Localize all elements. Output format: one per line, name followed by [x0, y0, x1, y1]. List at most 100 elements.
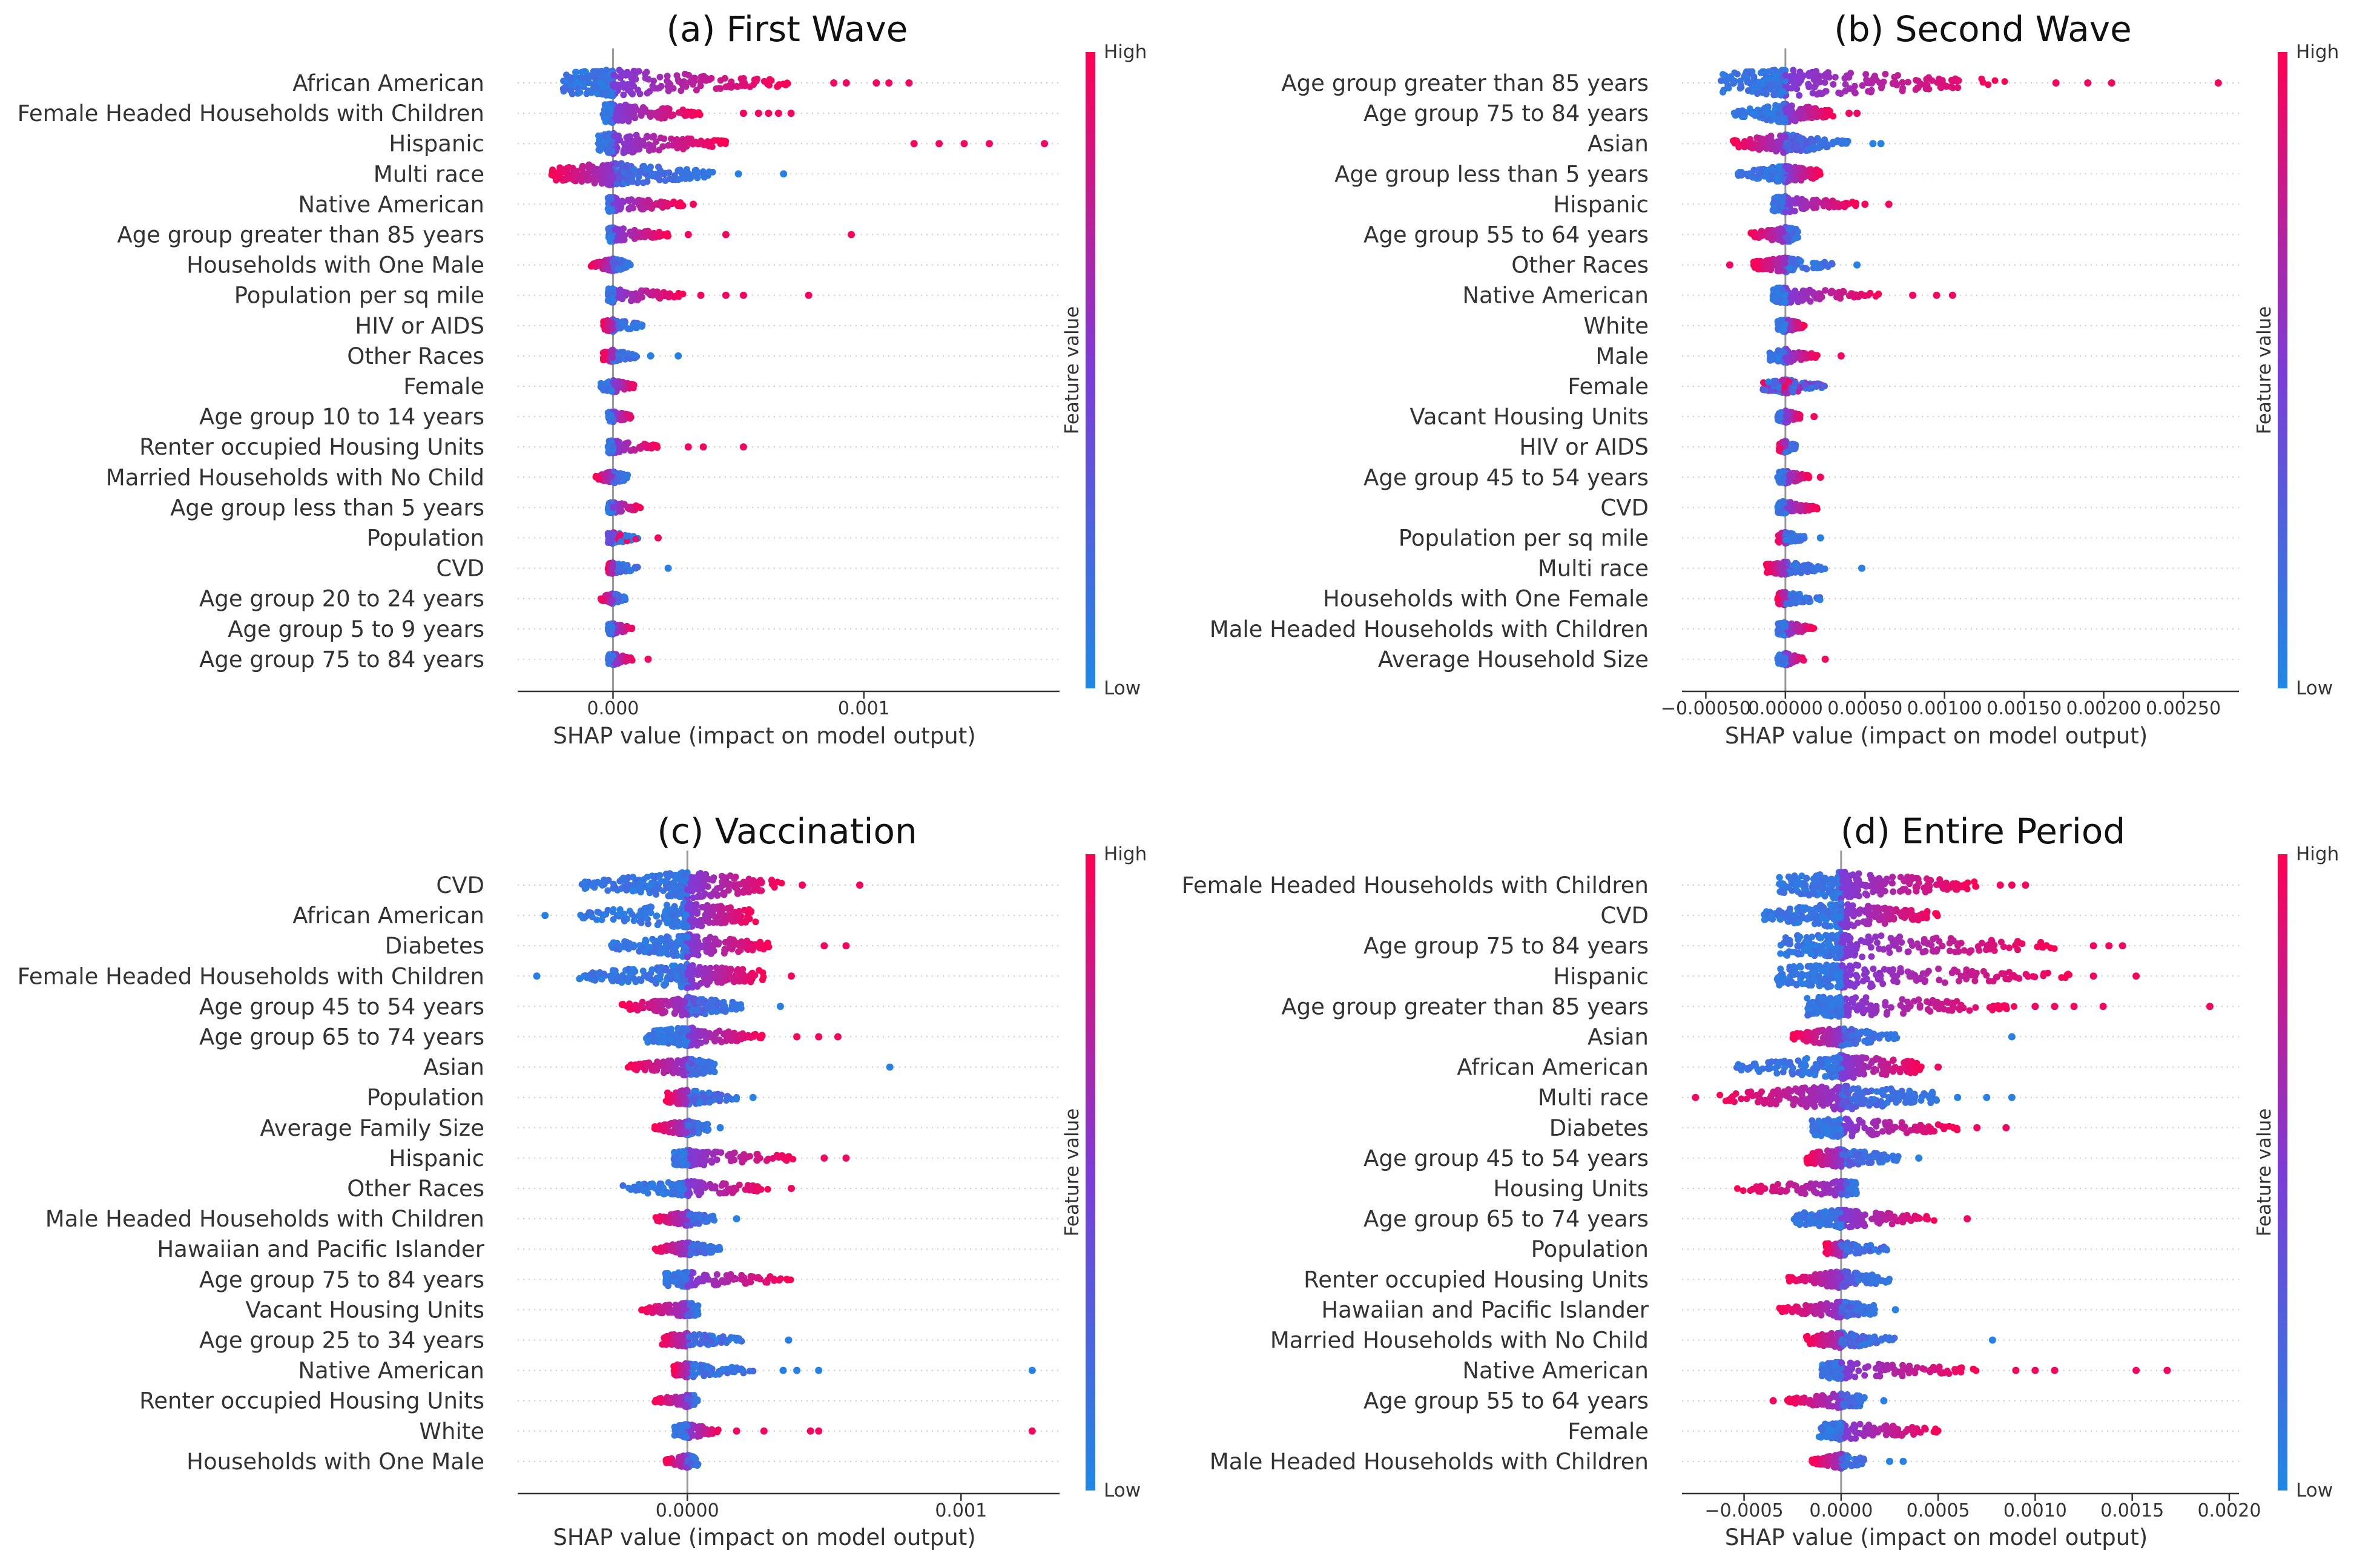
- feature-label: Multi race: [374, 161, 484, 187]
- colorbar-label: Feature value: [1061, 306, 1083, 435]
- shap-point: [728, 84, 735, 91]
- shap-point: [610, 81, 616, 88]
- shap-point: [1937, 84, 1944, 91]
- swarm-female: [597, 377, 638, 396]
- shap-point: [722, 84, 730, 90]
- shap-point: [607, 118, 615, 125]
- shap-point: [675, 109, 682, 116]
- shap-point: [607, 140, 614, 148]
- shap-point: [638, 287, 645, 294]
- shap-outlier-point: [654, 534, 662, 542]
- shap-outlier-point: [1869, 140, 1877, 148]
- shap-point: [619, 320, 626, 327]
- shap-point: [624, 324, 631, 332]
- shap-point: [1872, 292, 1879, 300]
- shap-point: [633, 229, 640, 237]
- shap-outlier-point: [2108, 79, 2115, 87]
- colorbar-gradient: [1086, 52, 1095, 688]
- shap-outlier-point: [935, 140, 943, 148]
- shap-outlier-point: [787, 110, 795, 117]
- shap-point: [717, 140, 724, 147]
- shap-point: [653, 200, 660, 207]
- feature-label: Age group 20 to 24 years: [199, 586, 484, 612]
- shap-point: [621, 140, 628, 148]
- shap-point: [644, 442, 651, 449]
- shap-point: [626, 506, 633, 513]
- shap-point: [601, 352, 608, 359]
- shap-point: [618, 68, 625, 76]
- feature-label: Age group 75 to 84 years: [1363, 100, 1649, 127]
- shap-point: [597, 79, 604, 87]
- shap-point: [1991, 77, 1999, 84]
- chart-title: (a) First Wave: [667, 8, 908, 50]
- shap-point: [1805, 70, 1813, 77]
- shap-point: [612, 660, 619, 668]
- shap-point: [559, 166, 567, 173]
- shap-point: [665, 232, 671, 240]
- shap-point: [1807, 298, 1814, 305]
- shap-point: [1752, 262, 1759, 268]
- x-tick-label: 0.000: [587, 698, 639, 719]
- shap-point: [721, 74, 728, 82]
- shap-point: [584, 177, 592, 184]
- shap-point: [1792, 380, 1799, 386]
- shap-point: [674, 145, 681, 152]
- shap-outlier-point: [1933, 291, 1940, 299]
- swarm-male: [1766, 346, 1845, 366]
- shap-outlier-point: [739, 291, 747, 299]
- shap-point: [1828, 288, 1835, 295]
- shap-point: [656, 176, 663, 183]
- shap-point: [623, 655, 630, 662]
- shap-point: [1793, 324, 1800, 331]
- shap-point: [652, 171, 659, 179]
- shap-point: [1773, 260, 1780, 268]
- shap-outlier-point: [805, 291, 813, 299]
- shap-point: [615, 439, 622, 446]
- shap-point: [1842, 81, 1849, 88]
- feature-label: White: [1583, 313, 1649, 339]
- feature-label: Age group 10 to 14 years: [199, 404, 484, 430]
- shap-point: [1753, 90, 1761, 97]
- shap-outlier-point: [986, 140, 993, 148]
- x-axis-label: SHAP value (impact on model output): [1725, 723, 2148, 749]
- shap-point: [1806, 289, 1813, 296]
- shap-point: [1781, 260, 1789, 267]
- feature-label: Male: [1595, 343, 1649, 369]
- shap-point: [1758, 144, 1765, 151]
- shap-point: [1855, 292, 1862, 300]
- shap-point: [614, 105, 621, 112]
- shap-point: [1796, 92, 1803, 99]
- swarm-other-races: [599, 346, 682, 365]
- shap-point: [562, 176, 569, 183]
- shap-point: [1723, 77, 1730, 85]
- shap-point: [616, 562, 624, 570]
- shap-point: [1838, 137, 1845, 145]
- shap-point: [1775, 290, 1782, 297]
- feature-label: Female: [1568, 374, 1649, 400]
- swarm-native-american: [604, 194, 697, 215]
- shap-point: [599, 596, 606, 603]
- shap-point: [619, 82, 627, 89]
- shap-outlier-point: [765, 110, 773, 117]
- shap-point: [608, 570, 616, 577]
- shap-point: [596, 259, 603, 266]
- swarm-white: [1774, 316, 1808, 335]
- shap-outlier-point: [960, 140, 968, 148]
- shap-point: [575, 174, 582, 181]
- shap-point: [1775, 163, 1782, 170]
- shap-point: [678, 175, 685, 182]
- shap-point: [1775, 347, 1782, 354]
- shap-point: [678, 87, 685, 94]
- shap-point: [550, 173, 558, 180]
- shap-point: [656, 228, 663, 236]
- shap-point: [739, 79, 747, 87]
- shap-point: [617, 470, 624, 477]
- shap-point: [670, 198, 678, 205]
- shap-point: [1761, 104, 1769, 111]
- x-tick-label: 0.00050: [1827, 698, 1902, 719]
- shap-point: [1775, 110, 1782, 117]
- shap-point: [625, 170, 632, 177]
- shap-point: [620, 91, 627, 99]
- shap-point: [1805, 84, 1813, 91]
- shap-point: [648, 234, 655, 241]
